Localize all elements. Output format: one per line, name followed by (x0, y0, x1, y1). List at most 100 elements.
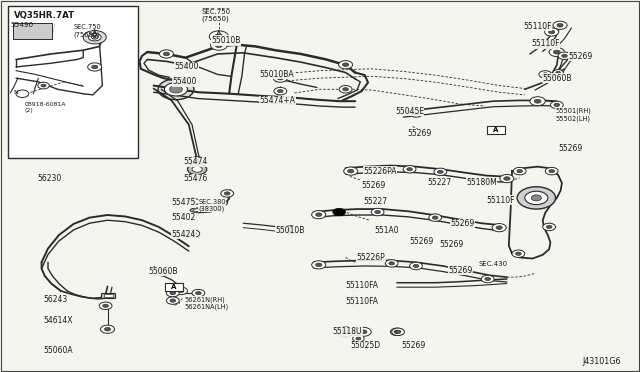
Circle shape (517, 187, 556, 209)
Circle shape (83, 31, 106, 44)
Text: 55226P: 55226P (356, 253, 385, 262)
Circle shape (356, 337, 361, 340)
Circle shape (99, 302, 112, 310)
Circle shape (500, 174, 514, 183)
Text: 55476: 55476 (183, 174, 207, 183)
Circle shape (389, 262, 394, 265)
Circle shape (163, 52, 170, 56)
Circle shape (410, 262, 422, 270)
Text: 55402: 55402 (172, 213, 196, 222)
Circle shape (353, 335, 364, 342)
Circle shape (348, 169, 354, 173)
Circle shape (312, 211, 326, 219)
Circle shape (429, 214, 442, 221)
Circle shape (191, 174, 203, 181)
Circle shape (410, 110, 422, 117)
Circle shape (166, 297, 179, 304)
Circle shape (312, 261, 326, 269)
Circle shape (558, 52, 571, 60)
Bar (104, 294, 113, 297)
Text: 55110FA: 55110FA (346, 281, 379, 290)
Text: A: A (493, 127, 499, 133)
Circle shape (92, 35, 98, 39)
Circle shape (187, 230, 200, 237)
Circle shape (93, 36, 96, 38)
Bar (8, 6, 138, 158)
Circle shape (221, 190, 234, 197)
Circle shape (191, 232, 196, 235)
Text: 55475: 55475 (172, 198, 196, 207)
Text: J43101G6: J43101G6 (582, 357, 621, 366)
Text: A: A (172, 284, 177, 290)
Text: 54614X: 54614X (44, 316, 73, 325)
Circle shape (192, 289, 205, 297)
Circle shape (38, 82, 49, 89)
Text: 55269: 55269 (409, 237, 433, 246)
Text: 08918-6081A
(2): 08918-6081A (2) (24, 102, 66, 113)
Circle shape (513, 167, 526, 175)
Circle shape (170, 86, 182, 93)
Bar (13, 23, 52, 39)
Text: SEC.380
(38300): SEC.380 (38300) (198, 199, 226, 212)
Circle shape (550, 101, 563, 109)
Circle shape (553, 70, 563, 76)
Circle shape (543, 73, 548, 76)
Circle shape (434, 168, 447, 176)
Circle shape (545, 167, 558, 175)
Ellipse shape (193, 209, 201, 211)
Text: 55424: 55424 (172, 230, 196, 239)
Circle shape (438, 170, 443, 173)
Circle shape (371, 208, 384, 216)
Circle shape (278, 89, 284, 93)
Circle shape (188, 164, 207, 175)
Circle shape (196, 292, 201, 295)
Text: SEC.750
(75650): SEC.750 (75650) (202, 8, 231, 22)
Circle shape (343, 87, 349, 91)
Circle shape (485, 277, 491, 280)
Circle shape (194, 159, 200, 163)
Circle shape (88, 33, 101, 41)
Circle shape (337, 327, 354, 337)
Circle shape (549, 48, 564, 57)
Circle shape (543, 223, 556, 231)
Text: 55110FA: 55110FA (346, 297, 379, 306)
Text: 55269: 55269 (450, 219, 474, 228)
Circle shape (16, 90, 29, 97)
Circle shape (100, 325, 115, 333)
Circle shape (284, 226, 298, 234)
Circle shape (553, 21, 567, 29)
Circle shape (209, 31, 228, 42)
Circle shape (433, 216, 438, 219)
Circle shape (287, 228, 294, 232)
Circle shape (339, 61, 353, 69)
Text: N: N (13, 90, 19, 96)
Circle shape (554, 50, 560, 54)
Circle shape (215, 43, 223, 48)
Text: 55269: 55269 (568, 52, 593, 61)
Circle shape (534, 99, 541, 103)
Circle shape (360, 330, 367, 334)
Circle shape (160, 270, 166, 274)
Text: 551A0: 551A0 (374, 226, 399, 235)
Text: 55269: 55269 (439, 240, 463, 249)
Circle shape (188, 198, 199, 205)
Circle shape (190, 157, 204, 165)
Circle shape (504, 177, 510, 180)
Text: 55010B: 55010B (211, 36, 241, 45)
Text: 55269: 55269 (407, 129, 431, 138)
Circle shape (530, 97, 545, 106)
Circle shape (175, 287, 188, 295)
Circle shape (375, 210, 380, 214)
Bar (165, 283, 183, 291)
Text: 55118U: 55118U (333, 327, 362, 336)
Circle shape (512, 250, 525, 257)
Text: 55269: 55269 (401, 341, 426, 350)
Circle shape (517, 169, 523, 173)
Circle shape (554, 103, 559, 106)
Text: SEC.750
(75650): SEC.750 (75650) (74, 24, 101, 38)
Circle shape (166, 289, 179, 297)
Circle shape (548, 169, 554, 173)
Bar (101, 293, 115, 298)
Circle shape (225, 192, 230, 195)
Circle shape (88, 63, 102, 71)
